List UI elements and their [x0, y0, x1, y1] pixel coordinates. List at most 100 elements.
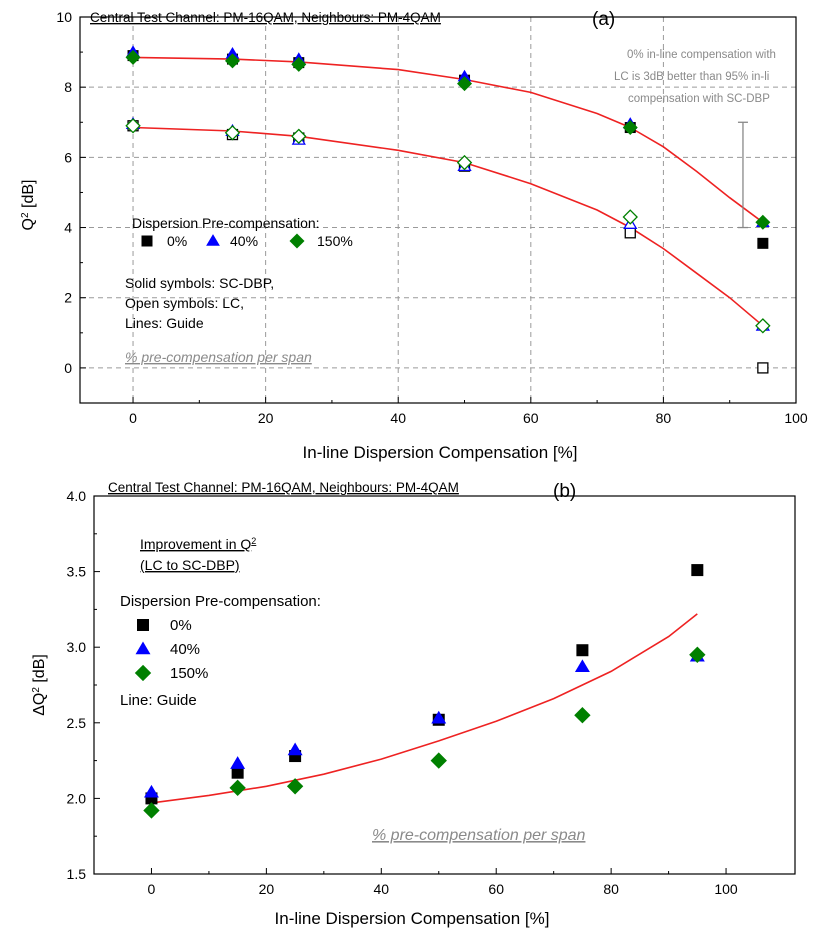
point-sc-dbp-150pct-95 [755, 214, 771, 230]
annotation-a: 0% in-line compensation with LC is 3dB b… [614, 49, 776, 105]
point-150pct-25 [286, 778, 304, 795]
point-40pct-25 [287, 742, 303, 756]
y-axis-label-a: Q2 [dB] [20, 180, 38, 231]
point-sc-dbp-150pct-75 [622, 120, 638, 136]
annotation-line-1: 0% in-line compensation with [627, 49, 776, 61]
guide-line-1 [132, 56, 764, 223]
point-0pct-15 [231, 766, 244, 779]
note-a-3: Lines: Guide [125, 315, 204, 331]
y-tick-label: 6 [64, 149, 72, 165]
panel-b: 0 20 40 60 80 100 1.5 2.0 2.5 3.0 3.5 4.0 Central T… [31, 480, 796, 928]
footer-note-a: % pre-compensation per span [125, 349, 312, 365]
x-axis-label-b: In-line Dispersion Compensation [%] [275, 909, 550, 928]
x-tick-label: 20 [259, 881, 275, 897]
y-tick-label: 3.0 [67, 639, 87, 655]
point-150pct-0 [143, 802, 160, 819]
legend-b: 0% 40% 150% [134, 617, 208, 682]
header-b: Central Test Channel: PM-16QAM, Neighbou… [108, 480, 459, 495]
point-sc-dbp-150pct-15 [224, 53, 240, 69]
legend-label-0pct: 0% [170, 617, 192, 634]
x-tick-label: 80 [603, 881, 619, 897]
legend-label-40pct: 40% [170, 641, 200, 658]
x-tick-label: 80 [656, 410, 672, 426]
legend-marker-0pct [141, 235, 153, 247]
point-lc-150pct-0 [125, 118, 141, 134]
legend-label-150pct: 150% [170, 665, 208, 682]
point-sc-dbp-150pct-0 [125, 49, 141, 65]
legend-title-a: Dispersion Pre-compensation: [132, 215, 320, 231]
guide-line-1 [151, 613, 698, 804]
improvement-subtitle-b: (LC to SC-DBP) [140, 557, 240, 573]
panel-label-a: (a) [592, 9, 615, 30]
note-a-1: Solid symbols: SC-DBP, [125, 275, 274, 291]
legend-marker-150pct [289, 233, 305, 249]
legend-marker-150pct [134, 664, 152, 682]
panel-label-b: (b) [553, 481, 576, 502]
footer-note-b: % pre-compensation per span [372, 827, 586, 844]
y-tick-label: 4.0 [67, 488, 87, 504]
legend-marker-40pct [206, 234, 220, 246]
point-40pct-75 [574, 659, 590, 673]
point-150pct-50 [430, 752, 447, 769]
point-150pct-15 [229, 779, 246, 797]
y-tick-label: 2 [64, 290, 72, 306]
x-tick-label: 40 [374, 881, 390, 897]
header-a: Central Test Channel: PM-16QAM, Neighbou… [90, 10, 441, 25]
y-tick-label: 8 [64, 79, 72, 95]
data-marks-b [143, 564, 706, 819]
x-tick-label: 0 [129, 410, 137, 426]
point-lc-150pct-25 [291, 128, 307, 145]
data-marks-a [125, 45, 771, 374]
point-lc-0pct-95 [757, 362, 769, 374]
x-tick-label: 60 [488, 881, 504, 897]
improvement-title-b: Improvement in Q2 [140, 536, 256, 552]
point-lc-150pct-75 [622, 209, 638, 225]
legend-label-40pct: 40% [230, 233, 258, 249]
y-tick-label: 2.0 [67, 790, 87, 806]
point-150pct-95 [689, 646, 706, 663]
point-sc-dbp-150pct-50 [457, 76, 473, 92]
legend-marker-40pct [135, 641, 151, 655]
point-40pct-15 [230, 756, 246, 769]
y-tick-label: 0 [64, 360, 72, 376]
y-tick-label: 2.5 [67, 715, 87, 731]
point-150pct-75 [574, 707, 591, 724]
point-lc-150pct-15 [224, 125, 241, 141]
legend-label-0pct: 0% [167, 233, 187, 249]
guide-lines-a [132, 56, 764, 327]
point-0pct-95 [691, 564, 704, 577]
legend-marker-0pct [137, 619, 149, 631]
point-lc-150pct-50 [456, 154, 473, 171]
point-sc-dbp-150pct-25 [291, 56, 307, 72]
x-tick-label: 60 [523, 410, 539, 426]
y-tick-label: 3.5 [67, 564, 87, 580]
point-sc-dbp-0pct-95 [757, 237, 769, 249]
plot-frame-b [93, 495, 796, 875]
note-a-2: Open symbols: LC, [125, 295, 244, 311]
legend-a: 0% 40% 150% [141, 233, 353, 249]
plot-frame-a [79, 16, 797, 404]
point-lc-150pct-95 [755, 318, 771, 334]
guide-lines-b [151, 613, 698, 804]
x-tick-label: 40 [390, 410, 406, 426]
annotation-line-2: LC is 3dB better than 95% in-li [614, 71, 769, 83]
x-tick-label: 100 [784, 410, 808, 426]
x-axis-label-a: In-line Dispersion Compensation [%] [303, 443, 578, 462]
x-tick-label: 100 [714, 881, 738, 897]
annotation-line-3: compensation with SC-DBP [628, 93, 770, 105]
guide-line-2 [132, 126, 764, 327]
x-tick-label: 0 [148, 881, 156, 897]
ticks-b: 0 20 40 60 80 100 1.5 2.0 2.5 3.0 3.5 4.0 [67, 488, 738, 897]
legend-label-150pct: 150% [317, 233, 353, 249]
y-axis-label-b: ΔQ2 [dB] [31, 654, 49, 716]
grid-a [80, 17, 796, 403]
point-40pct-50 [431, 710, 447, 724]
point-40pct-0 [143, 784, 159, 798]
ticks-a: 0 20 40 60 80 100 0 2 4 6 8 10 [56, 9, 807, 426]
y-tick-label: 4 [64, 220, 72, 236]
error-bar-a [737, 121, 748, 229]
point-0pct-75 [576, 644, 589, 657]
note-b-1: Line: Guide [120, 692, 197, 709]
legend-title-b: Dispersion Pre-compensation: [120, 593, 321, 610]
